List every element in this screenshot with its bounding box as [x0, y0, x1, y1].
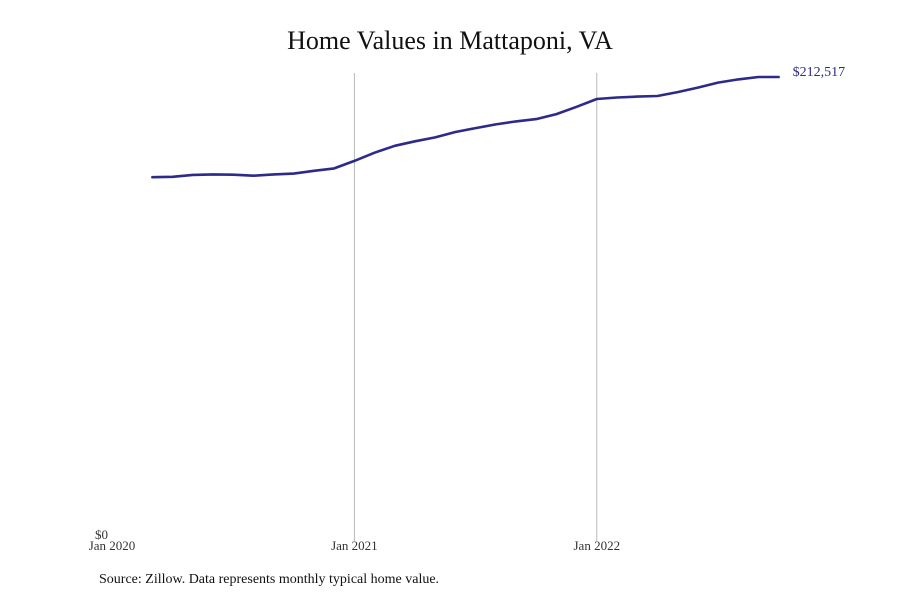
axis-labels: Jan 2020 Jan 2021 Jan 2022 $0: [89, 527, 620, 553]
series-lines: [151, 75, 780, 179]
y-tick-label: $0: [95, 527, 108, 542]
chart-title: Home Values in Mattaponi, VA: [287, 26, 613, 55]
series-line: [151, 75, 780, 179]
x-tick-label: Jan 2021: [331, 538, 378, 553]
end-value-label: $212,517: [793, 65, 846, 80]
data-labels: $212,517: [793, 65, 846, 80]
x-tick-label: Jan 2022: [574, 538, 621, 553]
x-tick-label: Jan 2020: [89, 538, 136, 553]
source-note: Source: Zillow. Data represents monthly …: [99, 572, 440, 587]
gridlines: [353, 73, 598, 541]
